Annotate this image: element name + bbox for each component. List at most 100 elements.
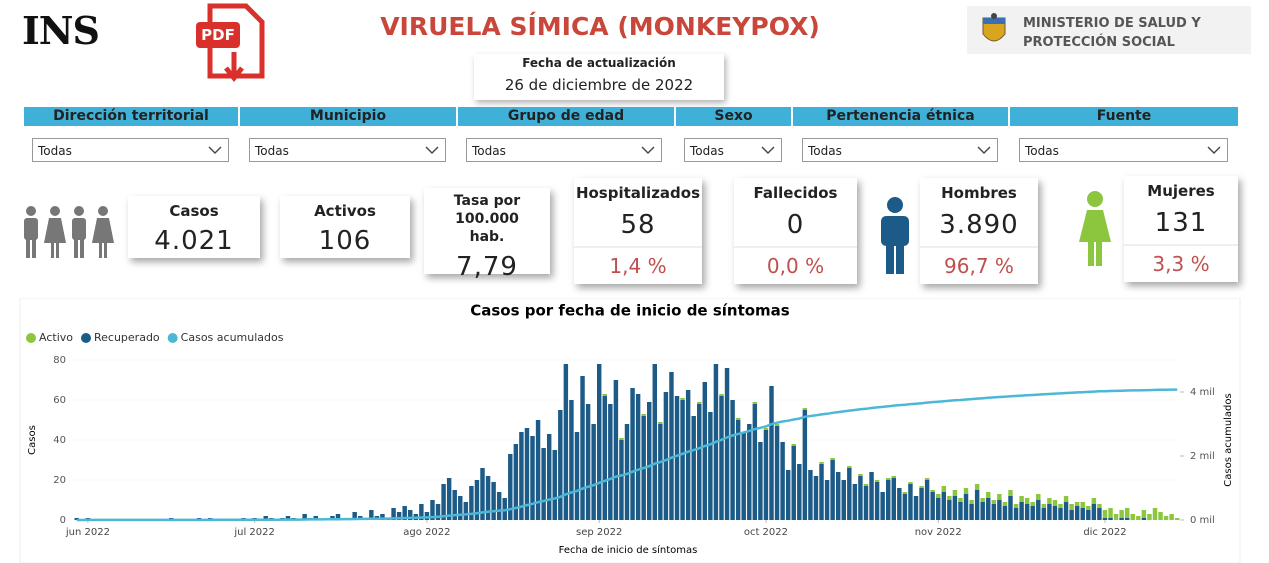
bar-segment — [335, 514, 341, 520]
kpi-value: 0 — [786, 210, 805, 240]
filter-dropdown[interactable]: Todas — [1019, 138, 1228, 162]
bar-segment — [963, 488, 969, 494]
bar-segment — [841, 480, 846, 520]
bar-segment — [1102, 518, 1108, 520]
kpi-card: Hospitalizados 58 1,4 % — [574, 178, 702, 284]
bar-segment — [641, 414, 646, 416]
bar-segment — [685, 390, 691, 520]
pdf-icon[interactable]: PDF — [196, 2, 268, 94]
x-tick-label: jun 2022 — [65, 527, 110, 538]
people-icon — [24, 206, 114, 258]
x-tick-label: dic 2022 — [1083, 527, 1126, 538]
bar-segment — [1047, 498, 1052, 504]
bar-segment — [1008, 490, 1013, 496]
bar-segment — [719, 396, 724, 520]
y-tick-label: 80 — [53, 355, 66, 366]
filter-dropdown[interactable]: Todas — [466, 138, 662, 162]
filter-header: Dirección territorial — [24, 107, 238, 126]
filter-value: Todas — [690, 144, 724, 158]
y-axis-title: Casos — [27, 425, 38, 455]
bar-segment — [858, 476, 863, 520]
bar-segment — [941, 492, 947, 520]
filter-header: Fuente — [1010, 107, 1238, 126]
chevron — [641, 146, 655, 154]
bar-segment — [391, 508, 396, 520]
bar-segment — [619, 440, 624, 520]
bar-segment — [847, 468, 852, 520]
bar-segment — [830, 458, 835, 460]
bar-segment — [874, 482, 880, 520]
bar-segment — [1013, 508, 1019, 520]
bar-segment — [924, 478, 930, 480]
y2-tick-label: 2 mil — [1190, 451, 1215, 462]
filter-dropdown[interactable]: Todas — [32, 138, 229, 162]
bar-segment — [1036, 500, 1041, 520]
kpi-card: Hombres 3.890 96,7 % — [920, 178, 1038, 284]
filter-dropdown[interactable]: Todas — [802, 138, 998, 162]
bar-segment — [852, 484, 858, 520]
bar-segment — [930, 492, 935, 520]
legend-marker — [26, 333, 36, 343]
bar-segment — [1041, 504, 1047, 508]
bar-segment — [936, 494, 941, 498]
bar-segment — [924, 480, 930, 520]
chevron — [761, 146, 775, 154]
legend-label: Activo — [39, 331, 73, 344]
bar-segment — [1024, 498, 1030, 504]
bar-segment — [558, 410, 563, 520]
woman-icon — [1079, 191, 1111, 266]
bar-segment — [941, 486, 947, 492]
bar-segment — [930, 490, 935, 492]
filter-dropdown[interactable]: Todas — [249, 138, 446, 162]
y-tick-label: 20 — [53, 475, 66, 486]
bar-segment — [1152, 508, 1158, 520]
bar-segment — [1069, 510, 1074, 520]
bar-segment — [380, 514, 385, 520]
bar-segment — [1058, 504, 1063, 508]
bar-segment — [980, 502, 985, 520]
bar-segment — [524, 428, 530, 520]
bar-segment — [863, 486, 869, 520]
bar-segment — [747, 424, 752, 520]
bar-segment — [313, 516, 318, 520]
bar-segment — [613, 380, 619, 520]
update-box: Fecha de actualización 26 de diciembre d… — [474, 54, 724, 100]
chevron — [208, 146, 222, 154]
chevron — [977, 146, 991, 154]
kpi-card: Tasa por 100.000 hab. 7,79 — [424, 188, 550, 282]
bar-segment — [669, 372, 674, 520]
bar-segment — [947, 500, 952, 520]
man-icon — [881, 197, 909, 274]
filter-dropdown[interactable]: Todas — [684, 138, 782, 162]
update-label: Fecha de actualización — [522, 56, 676, 70]
bar-segment — [424, 512, 430, 520]
bar-segment — [780, 442, 785, 520]
bar-segment — [735, 418, 741, 420]
kpi-percent: 3,3 % — [1124, 244, 1238, 282]
bar-segment — [958, 498, 963, 502]
kpi-value: 131 — [1154, 208, 1208, 238]
kpi-label: Activos — [314, 202, 376, 220]
bar-segment — [624, 424, 630, 520]
bar-segment — [1080, 502, 1085, 508]
bar-segment — [1019, 496, 1024, 502]
chevron — [425, 146, 439, 154]
bar-segment — [902, 492, 908, 494]
bar-segment — [963, 494, 969, 520]
kpi-value: 7,79 — [456, 252, 518, 282]
bar-segment — [1008, 496, 1013, 520]
bar-segment — [1158, 512, 1163, 520]
bar-segment — [485, 476, 491, 520]
bar-segment — [1086, 510, 1091, 520]
bar-segment — [974, 490, 980, 520]
bar-segment — [530, 436, 535, 520]
bar-segment — [913, 496, 919, 520]
filter-value: Todas — [1025, 144, 1059, 158]
bar-segment — [463, 502, 469, 520]
x-tick-label: jul 2022 — [233, 527, 275, 538]
kpi-value: 58 — [620, 210, 656, 240]
bar-segment — [1030, 502, 1035, 506]
bar-segment — [496, 492, 502, 520]
bar-segment — [1113, 514, 1119, 520]
kpi-value: 3.890 — [939, 210, 1019, 240]
